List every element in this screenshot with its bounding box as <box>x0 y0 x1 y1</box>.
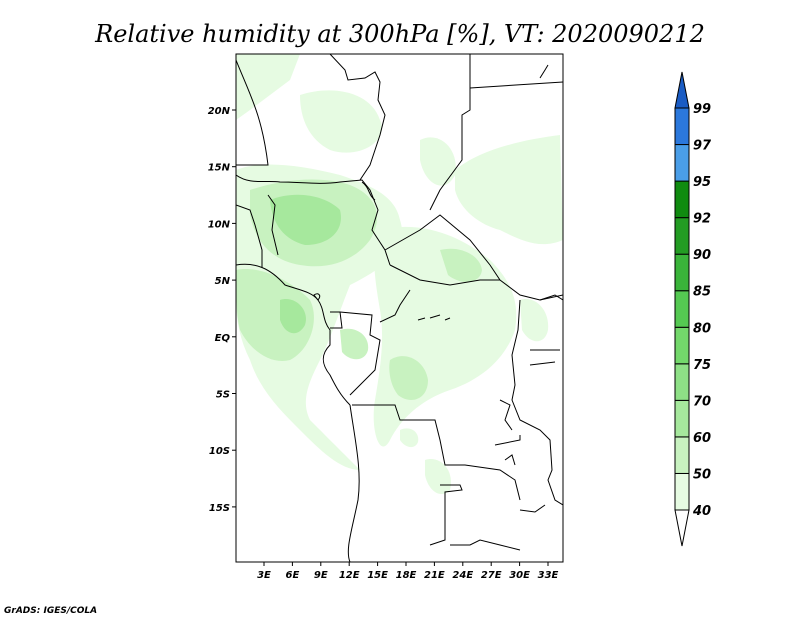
grads-credit: GrADS: IGES/COLA <box>4 606 97 616</box>
humidity-shading <box>236 54 563 495</box>
lat-label: 15S <box>209 503 230 514</box>
colorbar-label: 70 <box>693 394 711 409</box>
colorbar-label: 60 <box>693 431 711 446</box>
colorbar-label: 80 <box>693 321 711 336</box>
colorbar-label: 85 <box>693 285 711 300</box>
colorbar-label: 90 <box>693 248 711 263</box>
latitude-axis: 20N 15N 10N 5N EQ 5S 10S 15S <box>208 106 236 514</box>
colorbar-segment <box>674 144 690 182</box>
country-borders <box>236 54 563 562</box>
colorbar-segment <box>674 363 690 401</box>
lat-label: 10N <box>208 219 231 230</box>
colorbar-label: 40 <box>692 504 711 519</box>
lon-label: 9E <box>314 570 328 581</box>
lon-label: 33E <box>538 570 559 581</box>
map-panel <box>235 53 564 563</box>
lon-label: 27E <box>481 570 502 581</box>
lat-label: EQ <box>215 333 231 344</box>
colorbar-label: 50 <box>693 467 711 482</box>
lat-label: 5S <box>216 390 230 401</box>
colorbar-segment <box>674 399 690 438</box>
lat-label: 5N <box>215 276 231 287</box>
lon-label: 21E <box>424 570 445 581</box>
colorbar-legend: 40 50 60 70 75 80 85 90 92 95 97 99 <box>674 71 712 547</box>
longitude-axis: 3E 6E 9E 12E 15E 18E 21E 24E 27E 30E 33E <box>257 562 559 581</box>
colorbar-label: 92 <box>693 212 711 227</box>
colorbar-segment <box>674 472 690 511</box>
colorbar-label: 97 <box>693 139 712 154</box>
colorbar-segment <box>674 326 690 365</box>
colorbar-segment <box>674 180 690 219</box>
colorbar-min-triangle <box>674 509 690 547</box>
lon-label: 24E <box>452 570 473 581</box>
colorbar-segment <box>674 436 690 474</box>
colorbar-label: 99 <box>693 102 711 117</box>
lon-label: 15E <box>367 570 388 581</box>
colorbar-segment <box>674 107 690 146</box>
lon-label: 6E <box>286 570 300 581</box>
lat-label: 15N <box>208 163 231 174</box>
lon-label: 30E <box>509 570 530 581</box>
colorbar-segment <box>674 217 690 255</box>
figure-title: Relative humidity at 300hPa [%], VT: 202… <box>94 20 705 48</box>
colorbar-max-triangle <box>674 71 690 109</box>
lon-label: 12E <box>339 570 360 581</box>
lon-label: 3E <box>257 570 271 581</box>
lat-label: 10S <box>209 446 230 457</box>
map-frame <box>235 53 564 563</box>
colorbar-label: 95 <box>693 175 711 190</box>
lon-label: 18E <box>396 570 417 581</box>
colorbar-label: 75 <box>693 358 711 373</box>
colorbar-segment <box>674 253 690 292</box>
lat-label: 20N <box>208 106 231 117</box>
colorbar-segment <box>674 290 690 328</box>
